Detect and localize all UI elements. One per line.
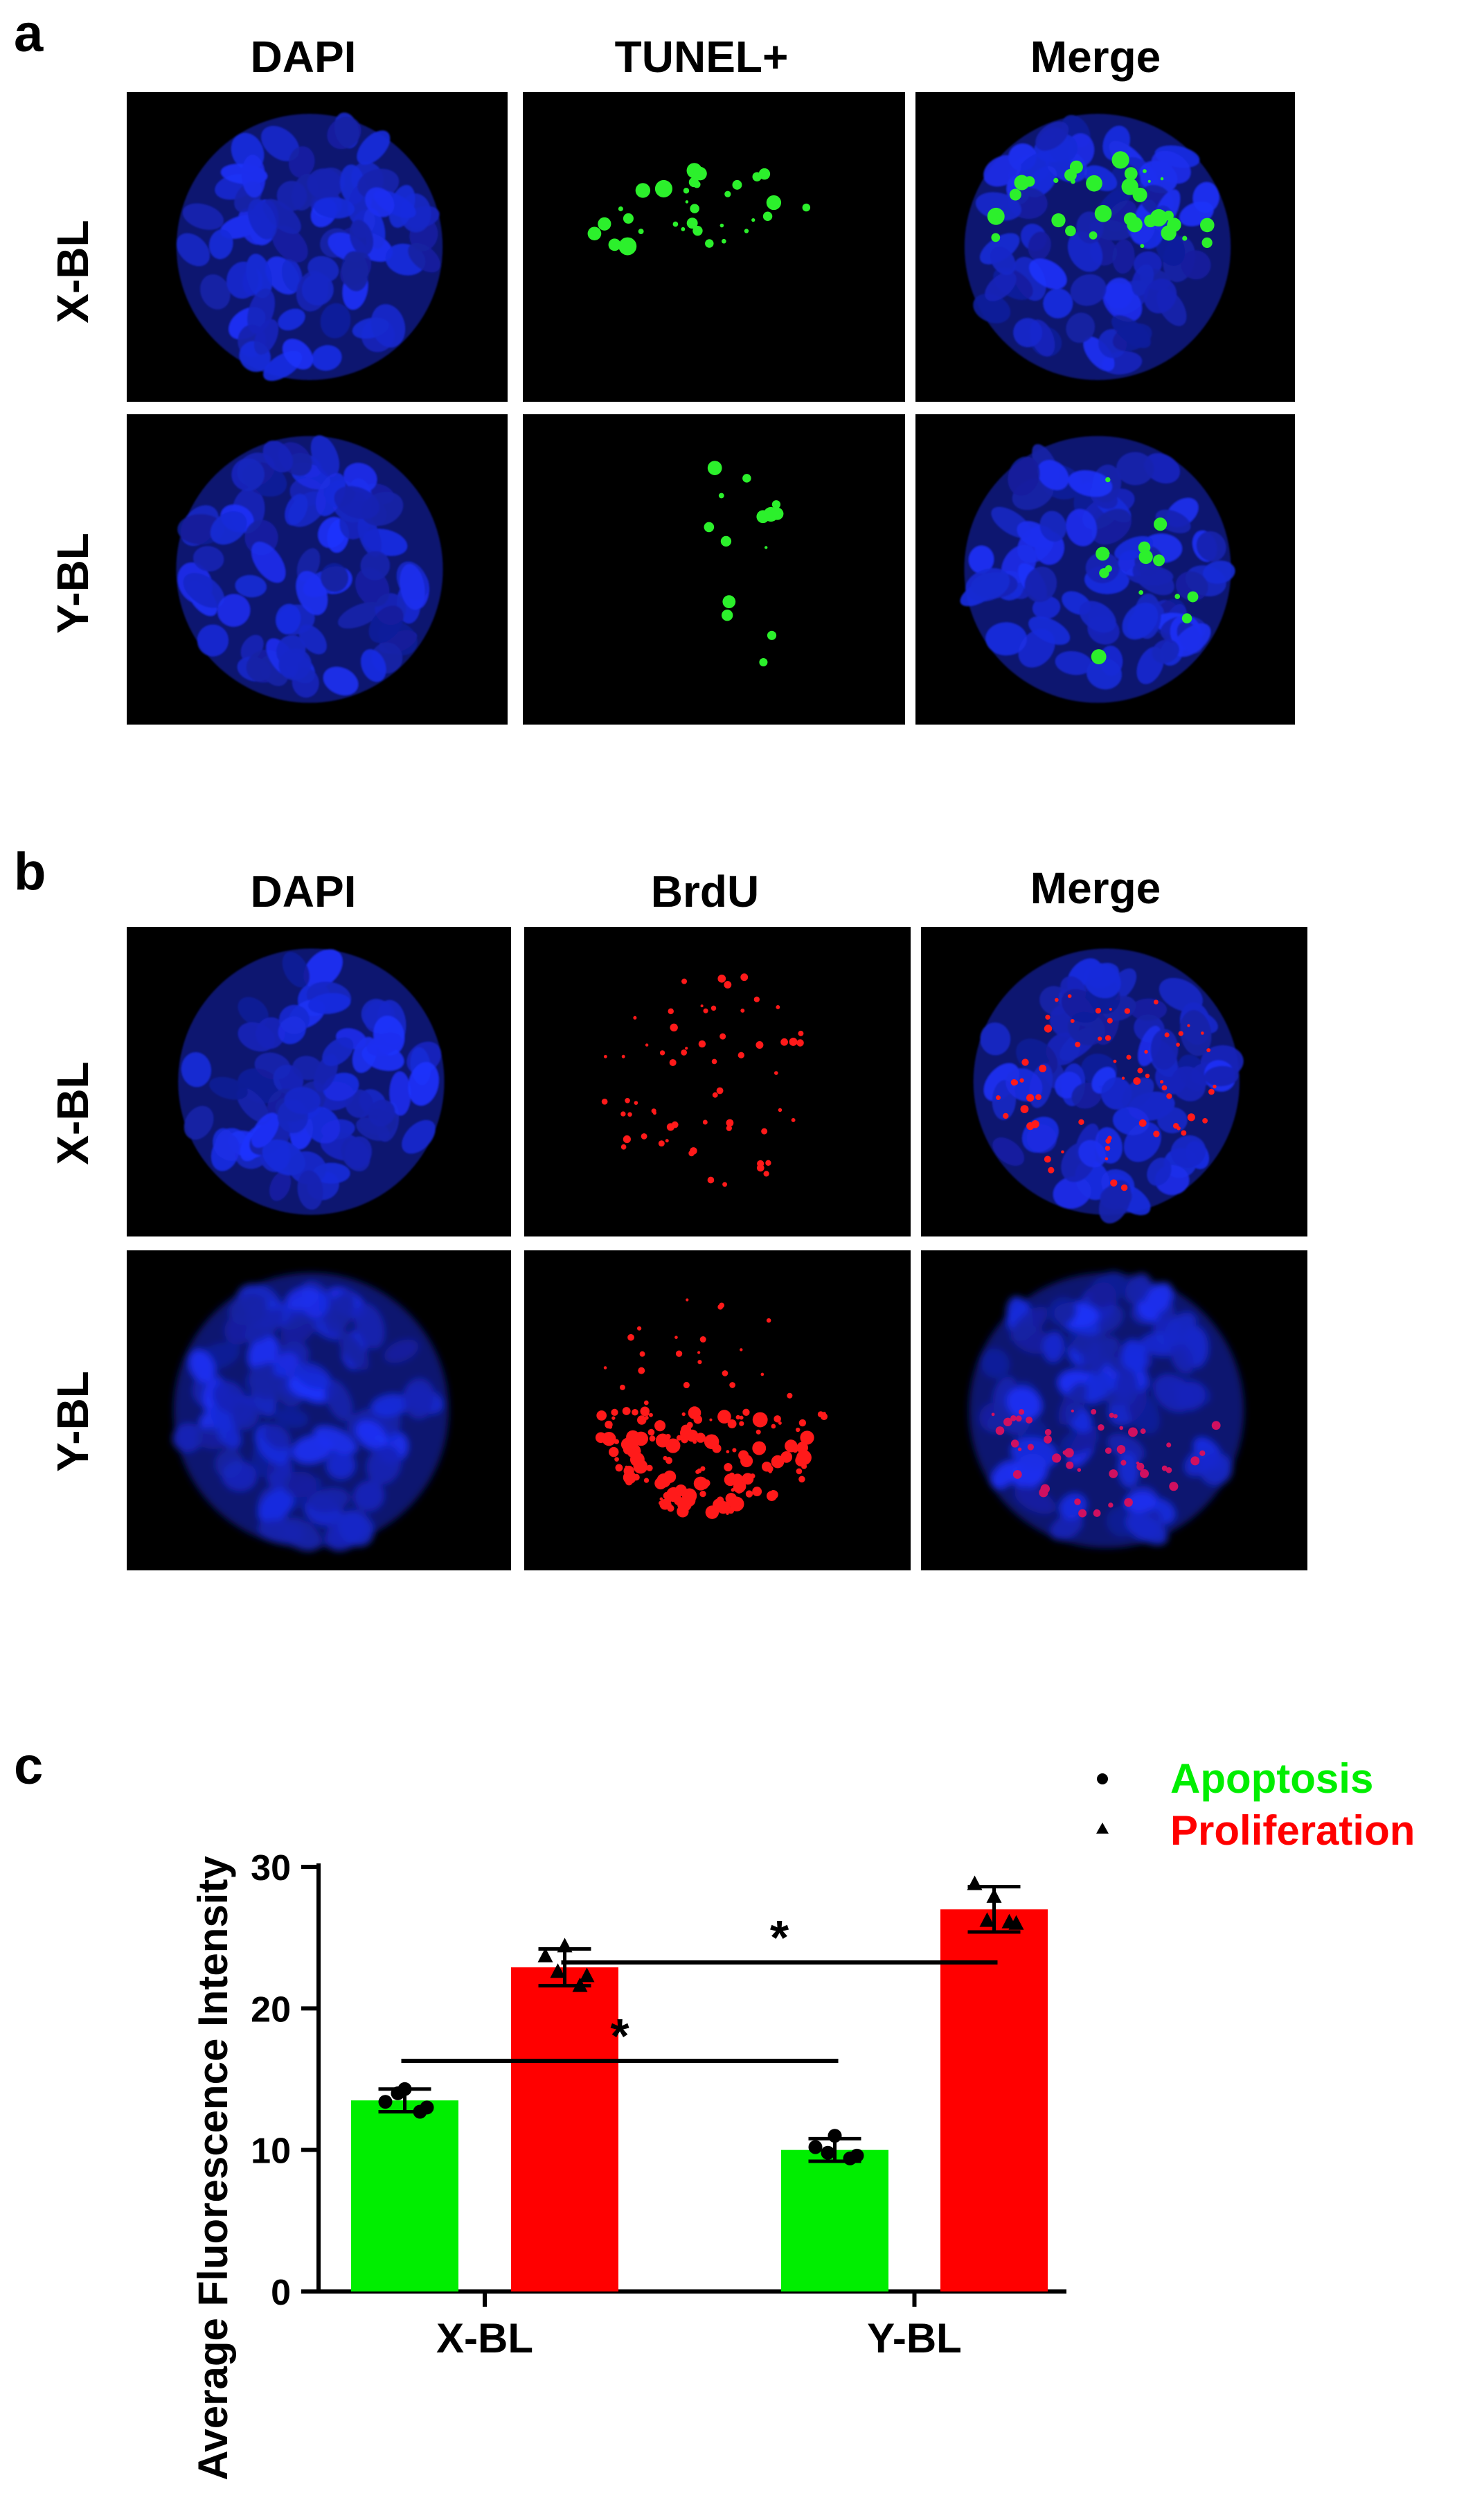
row-label-ybl-a: Y-BL <box>48 533 98 634</box>
data-point <box>1008 1915 1024 1930</box>
legend-marker-circle <box>1097 1773 1108 1784</box>
data-point <box>397 2082 412 2096</box>
data-point <box>850 2148 864 2163</box>
error-bar <box>808 2136 861 2163</box>
y-tick-label: 30 <box>251 1848 291 1888</box>
legend-label-proliferation: Proliferation <box>1170 1807 1415 1854</box>
data-point <box>420 2100 434 2115</box>
data-point <box>821 2145 835 2160</box>
image-b-ybl-merge <box>921 1250 1307 1570</box>
bar-apoptosis-x-bl <box>351 2100 458 2291</box>
image-b-xbl-merge <box>921 927 1307 1236</box>
x-tick-label: X-BL <box>436 2315 533 2361</box>
error-bar <box>967 1885 1021 1934</box>
col-label-dapi-a: DAPI <box>250 32 357 82</box>
data-point <box>391 2086 405 2100</box>
data-point <box>828 2129 842 2143</box>
image-a-ybl-tunel <box>523 414 905 725</box>
image-b-xbl-dapi <box>127 927 511 1236</box>
bar-apoptosis-y-bl <box>781 2149 888 2291</box>
data-point <box>550 1963 566 1978</box>
panel-letter-c: c <box>14 1737 43 1796</box>
error-bar <box>378 2087 431 2113</box>
data-point <box>967 1875 983 1890</box>
data-point <box>808 2140 823 2154</box>
col-label-tunel: TUNEL+ <box>614 32 789 82</box>
significance-label: * <box>770 1910 789 1965</box>
image-b-ybl-dapi <box>127 1250 511 1570</box>
image-a-ybl-dapi <box>127 414 508 725</box>
col-label-dapi-b: DAPI <box>250 867 357 916</box>
image-a-xbl-merge <box>915 92 1295 402</box>
image-a-xbl-dapi <box>127 92 508 402</box>
data-point <box>843 2151 857 2165</box>
col-label-merge-a: Merge <box>1030 32 1161 82</box>
data-point <box>579 1967 595 1983</box>
legend-marker-triangle <box>1096 1823 1109 1834</box>
significance-label: * <box>610 2009 629 2063</box>
col-label-merge-b: Merge <box>1030 863 1161 913</box>
y-tick-label: 10 <box>251 2131 291 2172</box>
panel-letter-b: b <box>14 842 46 901</box>
data-point <box>378 2095 393 2109</box>
data-point <box>413 2104 427 2119</box>
data-point <box>979 1912 995 1927</box>
legend-label-apoptosis: Apoptosis <box>1170 1755 1373 1802</box>
image-a-ybl-merge <box>915 414 1295 725</box>
bar-proliferation-x-bl <box>511 1967 618 2291</box>
image-a-xbl-tunel <box>523 92 905 402</box>
data-point <box>557 1938 573 1953</box>
data-point <box>986 1888 1002 1903</box>
x-tick-label: Y-BL <box>867 2315 962 2361</box>
data-point <box>572 1977 588 1992</box>
panel-letter-a: a <box>14 4 44 63</box>
row-label-xbl-a: X-BL <box>48 220 98 323</box>
row-label-xbl-b: X-BL <box>48 1061 98 1165</box>
error-bar <box>538 1947 591 1988</box>
y-axis-label: Average Fluorescence Intensity <box>190 1856 236 2481</box>
data-point <box>1001 1913 1017 1929</box>
col-label-brdu: BrdU <box>650 867 760 916</box>
image-b-xbl-brdu <box>524 927 911 1236</box>
bar-proliferation-y-bl <box>940 1909 1048 2291</box>
image-b-ybl-brdu <box>524 1250 911 1570</box>
row-label-ybl-b: Y-BL <box>48 1371 98 1472</box>
data-point <box>537 1947 553 1962</box>
y-tick-label: 20 <box>251 1989 291 2030</box>
y-tick-label: 0 <box>271 2273 291 2313</box>
